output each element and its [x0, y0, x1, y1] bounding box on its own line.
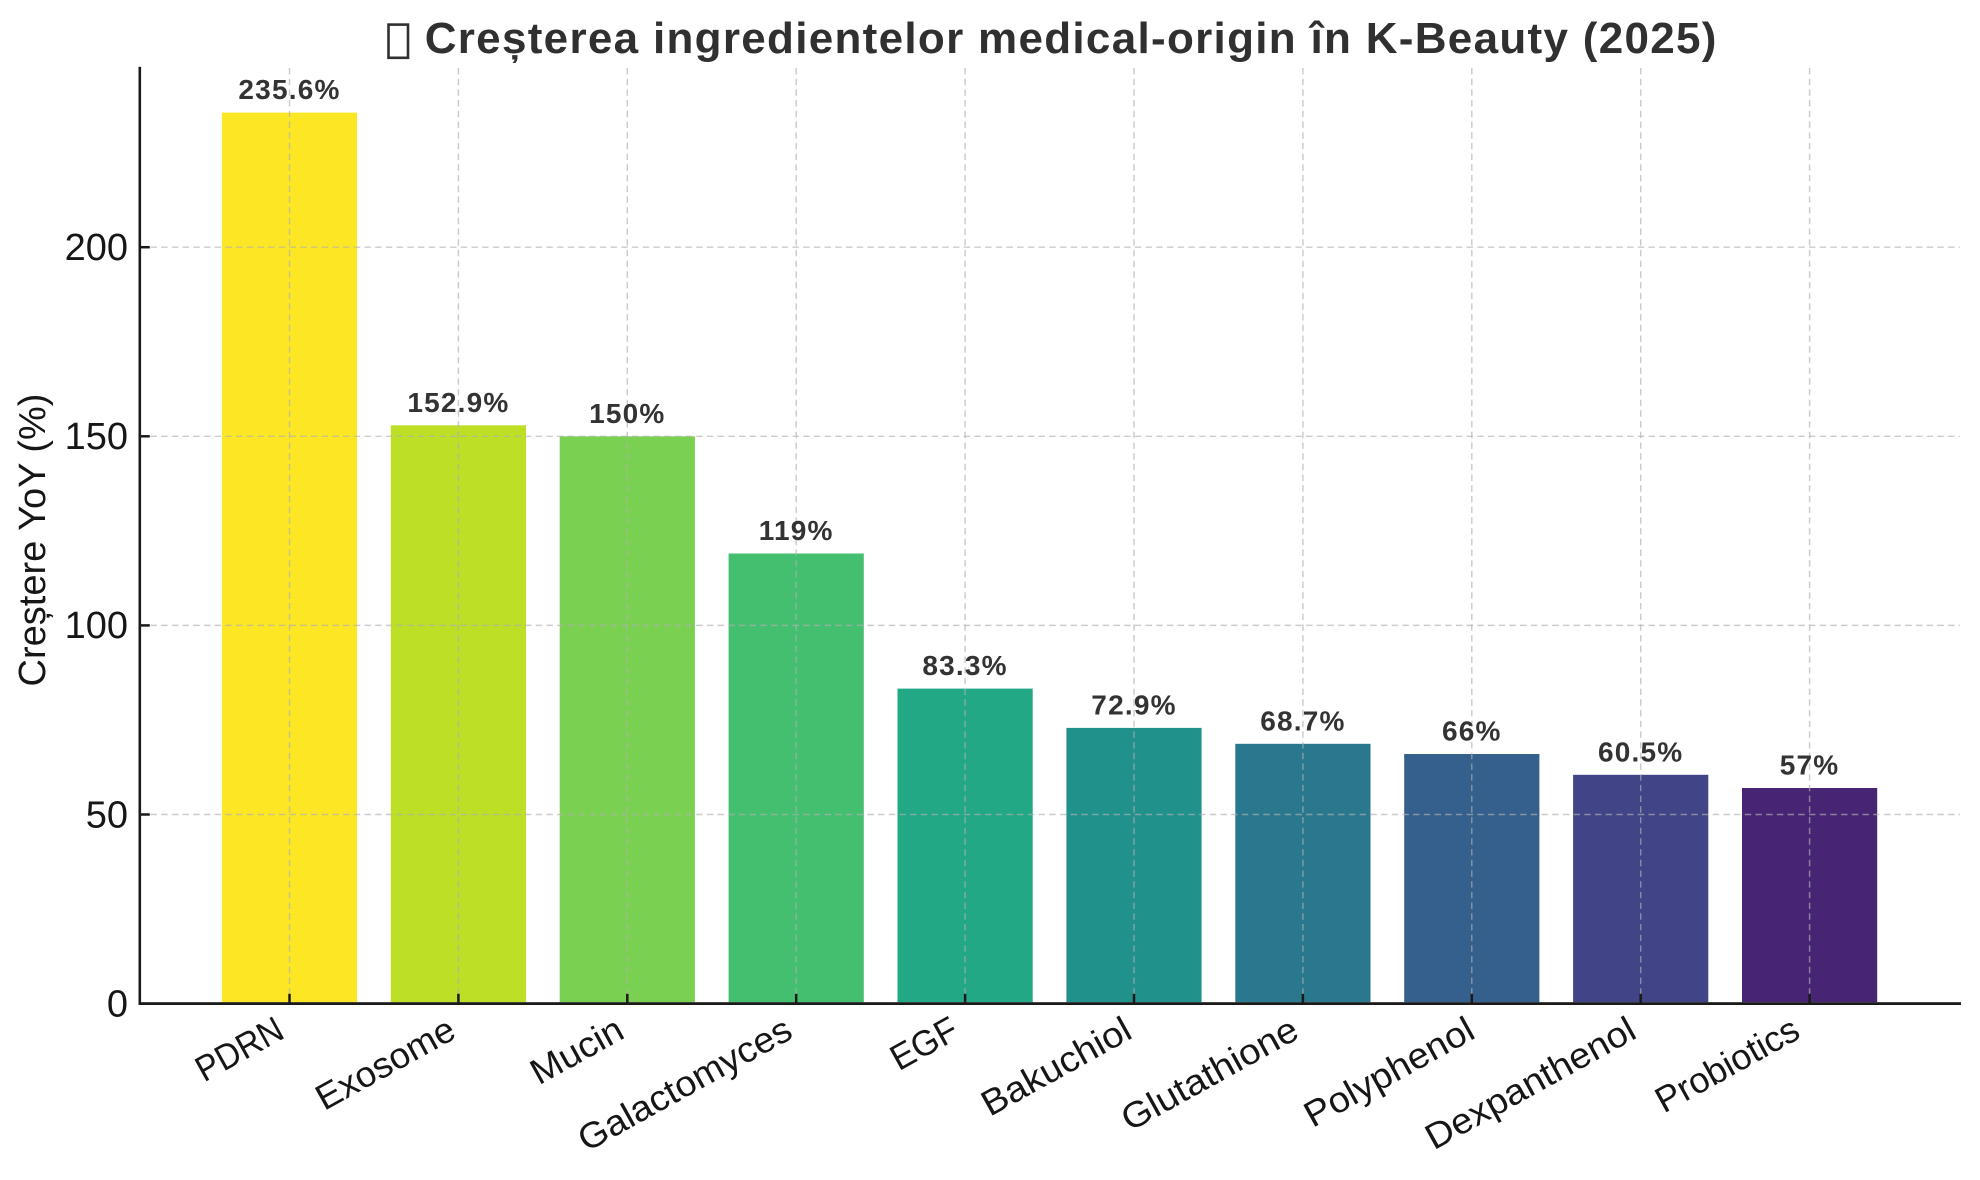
svg-text:235.6%: 235.6% — [238, 74, 340, 105]
svg-text:57%: 57% — [1780, 750, 1840, 781]
svg-text:72.9%: 72.9% — [1091, 689, 1176, 720]
svg-text:68.7%: 68.7% — [1260, 705, 1345, 736]
svg-text:83.3%: 83.3% — [922, 650, 1007, 681]
svg-text:150: 150 — [65, 416, 128, 458]
svg-text:200: 200 — [65, 227, 128, 269]
svg-text:150%: 150% — [589, 398, 665, 429]
svg-text:Creștere YoY (%): Creștere YoY (%) — [12, 394, 54, 687]
svg-text:66%: 66% — [1442, 716, 1502, 747]
svg-text:152.9%: 152.9% — [407, 387, 509, 418]
svg-text:60.5%: 60.5% — [1598, 736, 1683, 767]
svg-text:Creșterea ingredientelor medic: Creșterea ingredientelor medical-origin … — [425, 14, 1718, 63]
svg-text:100: 100 — [65, 605, 128, 647]
svg-text:0: 0 — [107, 983, 128, 1025]
svg-text:119%: 119% — [759, 515, 834, 546]
svg-text:50: 50 — [86, 794, 128, 836]
